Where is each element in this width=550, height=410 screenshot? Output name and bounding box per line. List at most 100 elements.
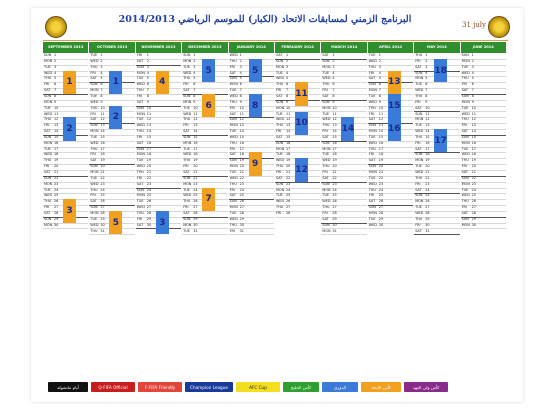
day-number: 17 <box>378 146 384 151</box>
weekday-label: WED <box>44 193 53 198</box>
day-row: MON 21 <box>89 170 135 177</box>
weekday-label: TUE <box>415 82 422 87</box>
weekday-label: SAT <box>276 53 283 57</box>
day-row: THU 12 <box>182 117 228 125</box>
weekday-label: SAT <box>461 88 468 93</box>
day-row: SAT 16 <box>135 141 182 148</box>
day-row: WED 18 <box>43 152 89 160</box>
day-number: 22 <box>100 175 105 180</box>
day-row: THU 7 <box>135 88 182 95</box>
matchday-box: 15 <box>387 93 401 118</box>
day-row: SUN 1 <box>460 53 506 60</box>
month-header: MAY 2014 <box>414 42 460 53</box>
day-number: 20 <box>425 164 430 169</box>
weekday-label: SUN <box>229 158 237 163</box>
day-number: 9 <box>286 99 289 104</box>
day-number: 21 <box>100 170 105 174</box>
day-number: 6 <box>239 82 242 87</box>
day-number: 29 <box>146 216 152 221</box>
weekday-label: TUE <box>368 93 376 98</box>
day-number: 27 <box>54 205 59 210</box>
weekday-label: THU <box>183 158 191 163</box>
day-number: 11 <box>425 111 430 116</box>
weekday-label: MON <box>183 58 192 63</box>
weekday-label: WED <box>136 164 145 169</box>
weekday-label: SUN <box>44 134 52 139</box>
weekday-label: THU <box>368 105 376 110</box>
day-number: 8 <box>100 93 103 98</box>
weekday-label: THU <box>415 216 423 221</box>
day-row: MON 3 <box>321 65 367 72</box>
matchday-box: 5 <box>202 58 216 83</box>
weekday-label: SUN <box>368 82 376 87</box>
weekday-label: THU <box>136 210 144 215</box>
day-row: SAT 24 <box>414 188 460 195</box>
day-number: 5 <box>54 76 57 81</box>
day-number: 26 <box>54 199 59 204</box>
day-number: 16 <box>239 140 244 145</box>
weekday-label: THU <box>276 82 284 87</box>
weekday-label: FRI <box>183 205 189 210</box>
day-number: 25 <box>332 193 337 198</box>
weekday-label: FRI <box>183 123 189 128</box>
weekday-label: WED <box>276 158 285 163</box>
day-row: TUE 24 <box>460 188 506 195</box>
day-row: TUE 21 <box>228 170 274 177</box>
weekday-label: SAT <box>136 58 144 63</box>
weekday-label: FRI <box>90 70 96 75</box>
weekday-label: SUN <box>415 70 423 75</box>
day-number: 29 <box>193 216 198 221</box>
weekday-label: SAT <box>44 210 51 215</box>
day-number: 7 <box>286 88 289 93</box>
day-row: TUE 27 <box>414 205 460 212</box>
weekday-label: TUE <box>44 187 51 192</box>
day-number: 21 <box>471 170 476 174</box>
day-row: SUN 30 <box>321 223 367 230</box>
weekday-label: TUE <box>415 205 422 210</box>
day-row: TUE 10 <box>43 106 89 113</box>
weekday-label: WED <box>415 88 424 93</box>
day-number: 11 <box>286 111 291 116</box>
day-number: 18 <box>425 152 430 157</box>
weekday-label: MON <box>44 181 53 186</box>
day-number: 9 <box>239 99 242 104</box>
day-number: 16 <box>425 140 430 145</box>
weekday-label: MON <box>136 193 145 198</box>
day-number: 21 <box>146 170 152 174</box>
weekday-label: WED <box>183 111 192 116</box>
day-row: FRI 25 <box>367 193 414 201</box>
day-row: SAT 19 <box>89 158 135 166</box>
weekday-label: WED <box>229 175 238 180</box>
day-number: 17 <box>100 146 105 151</box>
day-row: SUN 12 <box>228 117 274 125</box>
day-number: 3 <box>100 64 103 69</box>
day-row: WED 30 <box>367 223 414 230</box>
weekday-label: THU <box>90 228 98 233</box>
month-column: MARCH 2014 SAT 1 SUN 2 MON 3 TUE 4 WED 5 THU 6 FRI 7 SA… <box>321 42 367 377</box>
day-number: 23 <box>100 181 105 186</box>
day-row: SUN 16 <box>321 141 367 148</box>
weekday-label: TUE <box>229 129 237 134</box>
weekday-label: SUN <box>229 76 237 81</box>
day-row: MON 14 <box>89 129 135 136</box>
day-number: 13 <box>378 123 384 128</box>
day-row: FRI 13 <box>460 123 506 131</box>
weekday-label: SUN <box>136 187 144 192</box>
day-row: SAT 14 <box>182 129 228 136</box>
weekday-label: FRI <box>229 64 235 69</box>
weekday-label: MON <box>276 146 285 151</box>
weekday-label: SUN <box>183 134 191 139</box>
day-number: 9 <box>425 99 428 104</box>
weekday-label: TUE <box>136 158 144 163</box>
day-row: TUE 26 <box>135 199 182 207</box>
weekday-label: SAT <box>368 117 376 122</box>
day-row: FRI 27 <box>460 205 506 212</box>
day-number: 19 <box>146 158 152 163</box>
weekday-label: THU <box>90 64 98 69</box>
weekday-label: TUE <box>322 152 330 157</box>
weekday-label: TUE <box>415 123 422 128</box>
day-number: 13 <box>100 123 105 128</box>
day-row: THU 21 <box>135 170 182 177</box>
weekday-label: SUN <box>44 53 52 57</box>
weekday-label: SAT <box>136 181 144 186</box>
